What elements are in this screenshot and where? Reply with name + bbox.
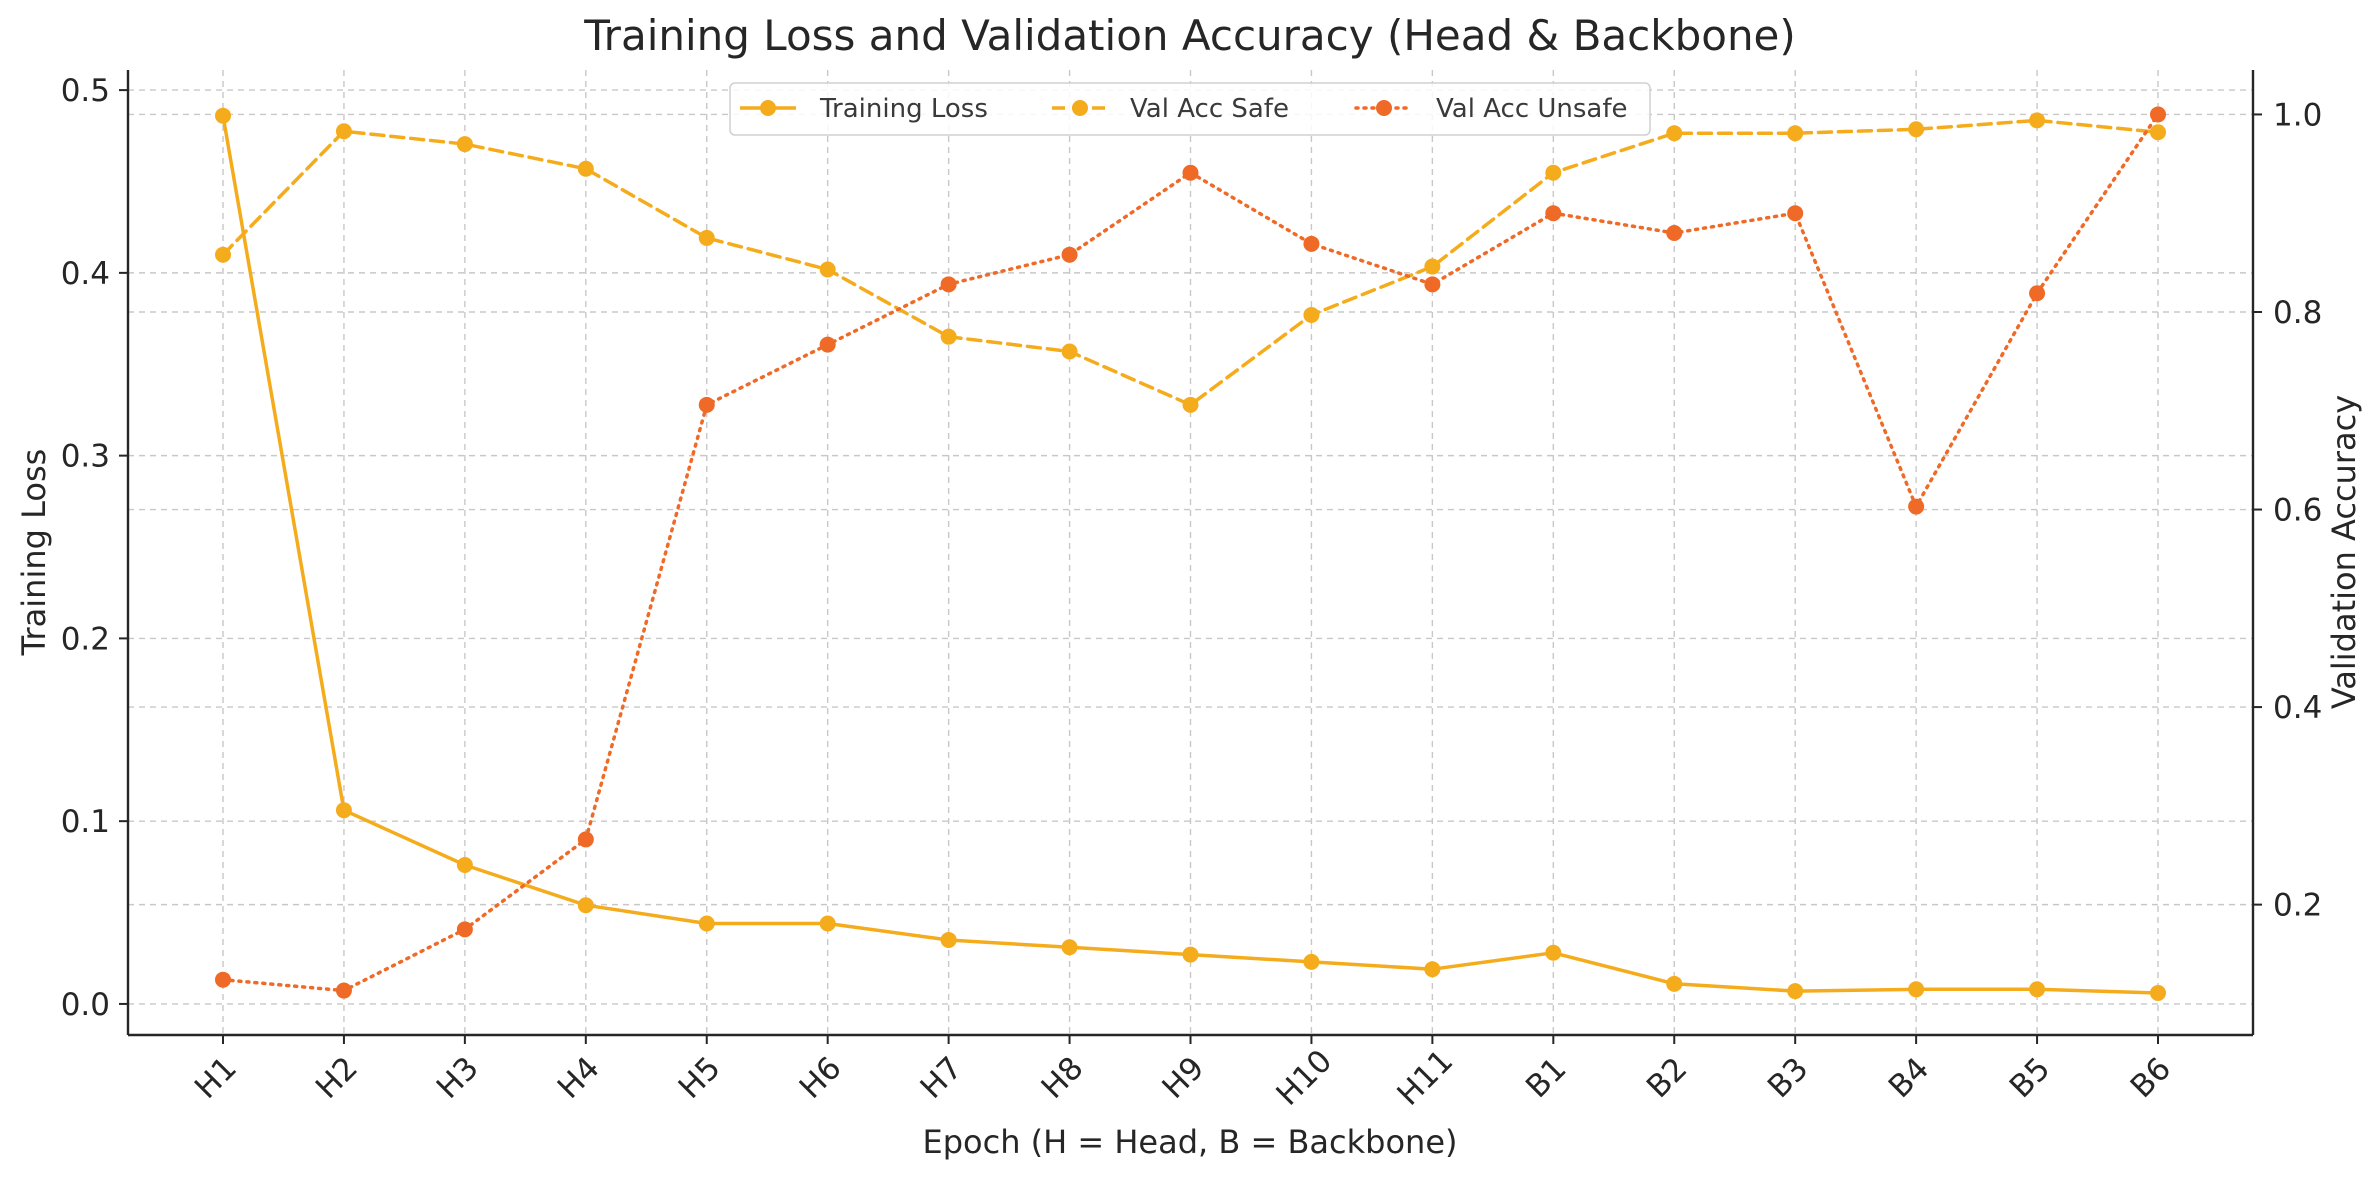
x-tick-label: B1 — [1519, 1051, 1573, 1105]
data-point-val-acc-unsafe — [2150, 106, 2166, 123]
data-point-training-loss — [819, 915, 836, 932]
grid — [128, 70, 2253, 1035]
right-y-axis-label: Validation Accuracy — [2325, 395, 2363, 709]
data-point-val-acc-safe — [1182, 396, 1199, 413]
data-point-training-loss — [1424, 961, 1441, 978]
data-point-val-acc-unsafe — [1545, 205, 1562, 222]
chart-title: Training Loss and Validation Accuracy (H… — [583, 11, 1796, 60]
x-tick-label: H9 — [1155, 1050, 1211, 1106]
data-point-val-acc-safe — [819, 261, 836, 278]
data-point-val-acc-unsafe — [819, 336, 836, 353]
left-y-axis-label: Training Loss — [15, 449, 53, 657]
x-tick-label: H7 — [914, 1050, 970, 1106]
x-tick-label: H4 — [551, 1050, 607, 1106]
data-point-training-loss — [1061, 939, 1078, 956]
data-point-val-acc-unsafe — [1061, 246, 1078, 263]
data-point-training-loss — [940, 931, 957, 948]
data-point-val-acc-safe — [1303, 306, 1320, 323]
x-tick-label: H1 — [188, 1050, 244, 1106]
data-point-training-loss — [1182, 946, 1199, 963]
x-tick-label: H11 — [1390, 1043, 1460, 1113]
data-point-val-acc-unsafe — [335, 982, 352, 999]
data-point-training-loss — [1545, 944, 1562, 961]
x-tick-label: B6 — [2124, 1051, 2178, 1105]
x-axis-label: Epoch (H = Head, B = Backbone) — [922, 1123, 1457, 1161]
x-tick-label: H10 — [1269, 1043, 1339, 1113]
legend: Training Loss Val Acc Safe Val Acc Unsaf… — [729, 82, 1651, 136]
data-point-val-acc-safe — [1061, 343, 1078, 360]
y-left-tick-label: 0.3 — [61, 439, 110, 475]
data-point-val-acc-unsafe — [940, 276, 957, 293]
data-point-val-acc-unsafe — [1182, 164, 1199, 181]
data-point-training-loss — [2150, 984, 2166, 1001]
data-point-val-acc-unsafe — [1908, 498, 1925, 515]
y-right-tick-label: 0.4 — [2273, 690, 2322, 726]
data-point-training-loss — [577, 897, 594, 914]
data-point-val-acc-safe — [1787, 125, 1804, 142]
y-left-tick-label: 0.2 — [61, 621, 110, 657]
plot-area — [215, 106, 2166, 1001]
legend-item-training-loss: Training Loss — [740, 94, 988, 124]
data-point-val-acc-safe — [1908, 121, 1925, 138]
data-point-training-loss — [335, 802, 352, 819]
x-tick-label: B2 — [1640, 1051, 1694, 1105]
x-tick-label: H3 — [430, 1050, 486, 1106]
data-point-val-acc-safe — [940, 328, 957, 345]
data-point-val-acc-safe — [335, 123, 352, 140]
legend-label-training-loss: Training Loss — [819, 94, 988, 124]
data-point-val-acc-unsafe — [456, 921, 473, 938]
data-point-val-acc-safe — [1666, 125, 1683, 142]
data-point-val-acc-unsafe — [1424, 276, 1441, 293]
data-point-val-acc-unsafe — [577, 831, 594, 848]
y-left-tick-label: 0.5 — [61, 73, 110, 109]
y-right-tick-label: 0.6 — [2273, 493, 2322, 529]
data-point-val-acc-unsafe — [1787, 205, 1804, 222]
data-point-val-acc-safe — [698, 229, 715, 246]
data-point-training-loss — [698, 915, 715, 932]
x-tick-label: B3 — [1761, 1051, 1815, 1105]
data-point-val-acc-safe — [1545, 164, 1562, 181]
x-tick-label: B4 — [1882, 1051, 1936, 1105]
series-line-val-acc-unsafe — [221, 112, 2160, 993]
data-point-training-loss — [1908, 981, 1925, 998]
data-point-val-acc-unsafe — [215, 971, 231, 988]
x-tick-label: H6 — [793, 1050, 849, 1106]
legend-item-val-acc-safe: Val Acc Safe — [1052, 94, 1289, 124]
y-right-tick-label: 0.2 — [2273, 888, 2322, 924]
data-point-training-loss — [1666, 975, 1683, 992]
legend-label-val-acc-safe: Val Acc Safe — [1130, 94, 1289, 124]
legend-box — [729, 82, 1651, 136]
legend-label-val-acc-unsafe: Val Acc Unsafe — [1436, 94, 1628, 124]
x-tick-label: H8 — [1035, 1050, 1091, 1106]
y-right-tick-label: 1.0 — [2273, 97, 2322, 133]
data-point-training-loss — [456, 857, 473, 874]
data-point-val-acc-unsafe — [2029, 285, 2046, 302]
x-tick-label: H5 — [672, 1050, 728, 1106]
data-point-training-loss — [2029, 981, 2046, 998]
x-tick-label: B5 — [2003, 1051, 2057, 1105]
data-point-val-acc-safe — [456, 136, 473, 153]
data-point-val-acc-unsafe — [1303, 235, 1320, 252]
legend-item-val-acc-unsafe: Val Acc Unsafe — [1354, 94, 1628, 124]
y-left-tick-label: 0.4 — [61, 256, 110, 292]
data-point-training-loss — [1303, 953, 1320, 970]
y-left-tick-label: 0.0 — [61, 987, 110, 1023]
data-point-val-acc-unsafe — [1666, 224, 1683, 241]
data-point-val-acc-safe — [577, 160, 594, 177]
data-point-val-acc-safe — [1424, 258, 1441, 275]
data-point-val-acc-safe — [2150, 124, 2166, 141]
data-point-val-acc-safe — [215, 246, 231, 263]
y-right-tick-label: 0.8 — [2273, 295, 2322, 331]
data-point-training-loss — [215, 107, 231, 124]
y-left-tick-label: 0.1 — [61, 804, 110, 840]
data-point-val-acc-safe — [2029, 112, 2046, 129]
data-point-training-loss — [1787, 983, 1804, 1000]
x-tick-label: H2 — [309, 1050, 365, 1106]
data-point-val-acc-unsafe — [698, 396, 715, 413]
